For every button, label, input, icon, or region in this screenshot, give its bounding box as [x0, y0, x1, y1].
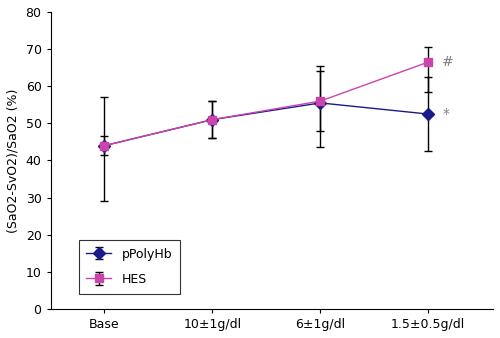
Text: *: * — [442, 107, 450, 121]
Text: #: # — [442, 55, 454, 69]
Legend: pPolyHb, HES: pPolyHb, HES — [79, 240, 180, 294]
Y-axis label: (SaO2-SvO2)/SaO2 (%): (SaO2-SvO2)/SaO2 (%) — [7, 88, 20, 233]
